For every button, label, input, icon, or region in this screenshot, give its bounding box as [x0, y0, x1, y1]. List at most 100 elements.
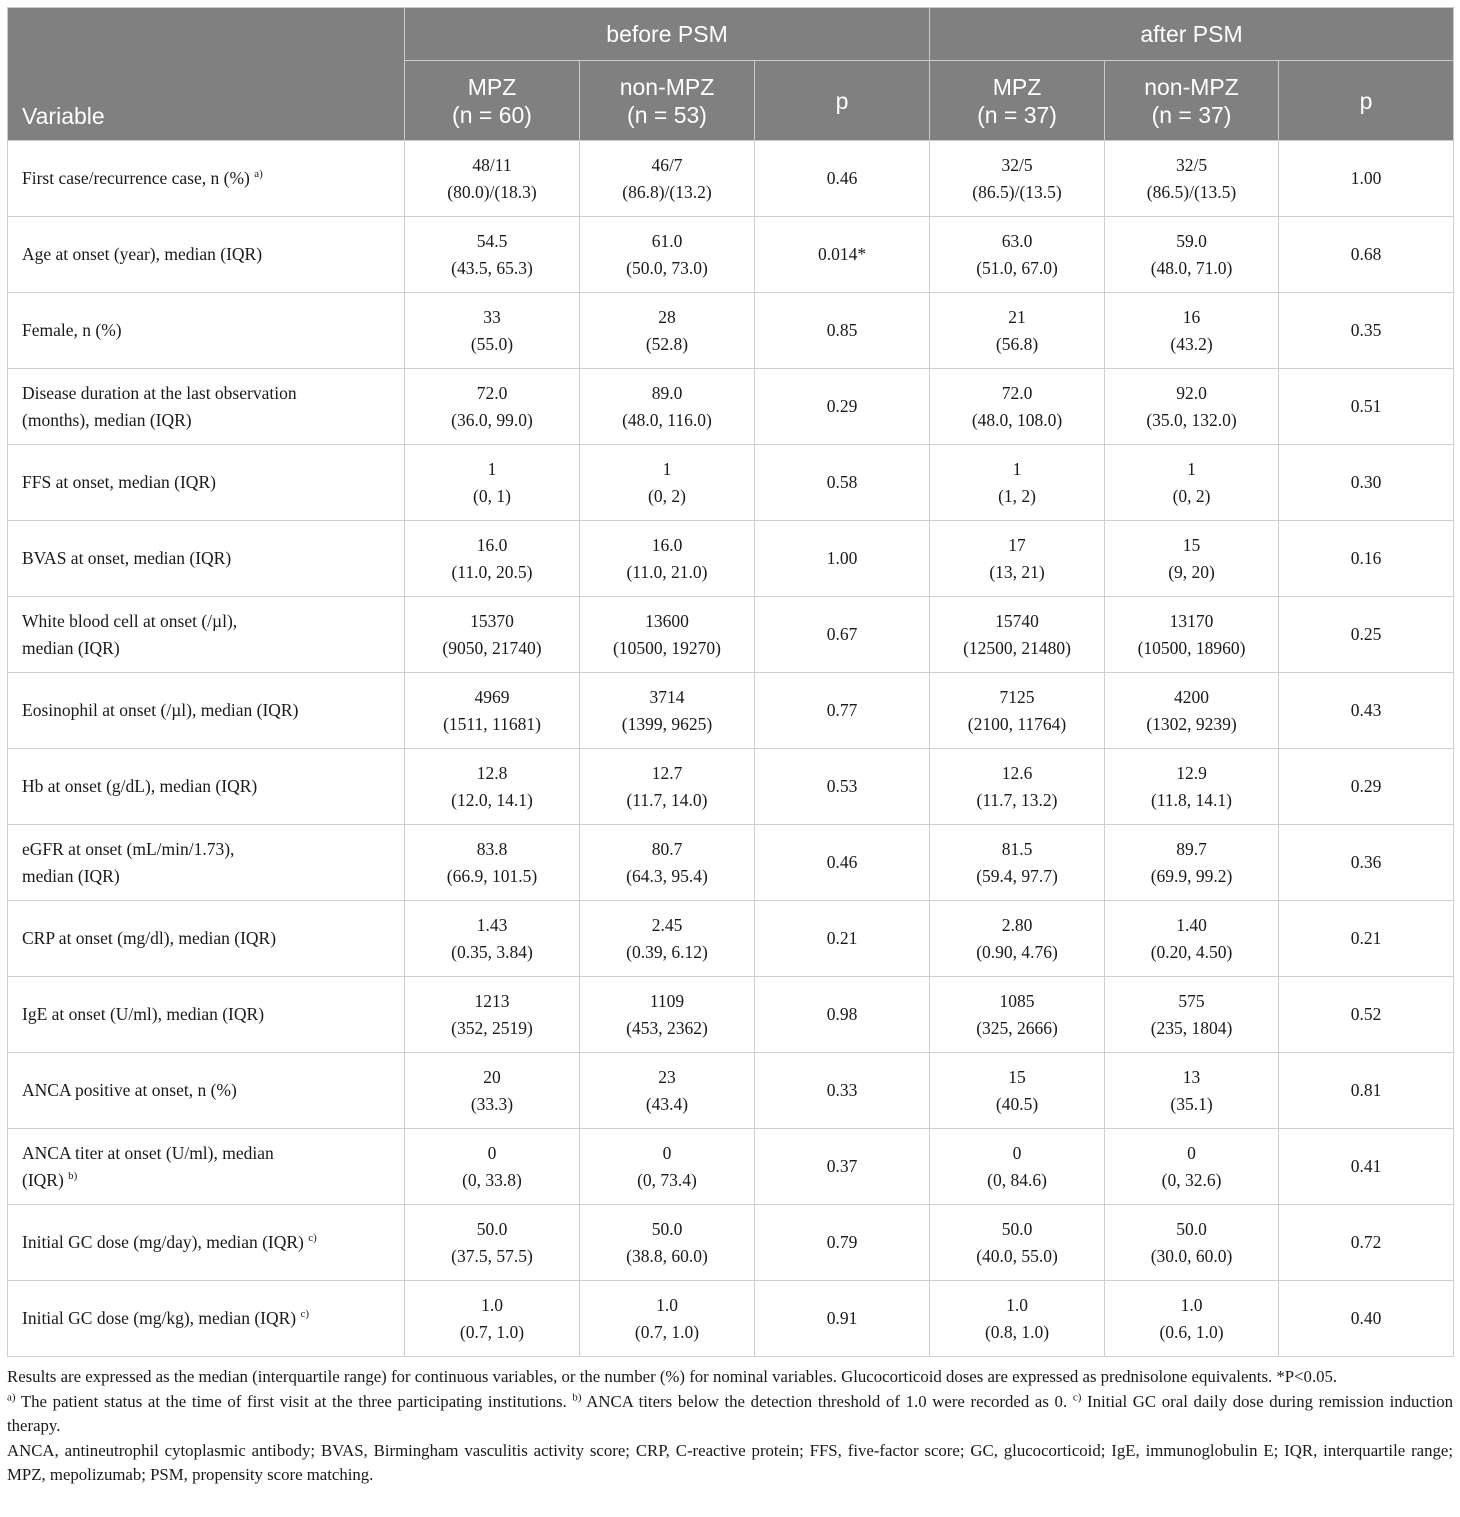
- table-container: Variable before PSM after PSM MPZ (n = 60…: [7, 7, 1455, 1357]
- row-label-line: Age at onset (year), median (IQR): [22, 244, 263, 264]
- cell-line: 0.29: [1350, 776, 1382, 796]
- table-cell-mpz-before: 15370 (9050, 21740): [404, 596, 580, 673]
- col-header-line: p: [1359, 87, 1373, 114]
- cell-line: (86.5)/(13.5): [972, 181, 1062, 202]
- table-cell-non-mpz-before: 23 (43.4): [579, 1052, 755, 1129]
- cell-line: 0.91: [826, 1308, 858, 1328]
- row-label-line: Initial GC dose (mg/day), median (IQR) c…: [22, 1229, 394, 1256]
- cell-line: 0.40: [1350, 1308, 1382, 1328]
- table-cell-mpz-after: 1085 (325, 2666): [929, 976, 1106, 1053]
- table-cell-non-mpz-after: 1 (0, 2): [1104, 444, 1280, 521]
- table-cell-non-mpz-after: 59.0 (48.0, 71.0): [1104, 216, 1280, 293]
- table-cell-non-mpz-after: 1.0 (0.6, 1.0): [1104, 1280, 1280, 1357]
- table-cell-p-after: 0.51: [1278, 368, 1455, 445]
- footnote-abbreviations: ANCA, antineutrophil cytoplasmic antibod…: [7, 1440, 1453, 1485]
- cell-line: 72.0: [476, 382, 508, 403]
- cell-line: 0.46: [826, 168, 858, 188]
- table-cell-p-before: 0.014*: [753, 216, 931, 293]
- row-label-line: ANCA titer at onset (U/ml), median: [22, 1142, 274, 1163]
- cell-line: (80.0)/(18.3): [447, 181, 537, 202]
- col-header-line: p: [835, 87, 849, 114]
- table-cell-mpz-after: 1 (1, 2): [929, 444, 1106, 521]
- group-header-after-psm: after PSM: [929, 7, 1455, 61]
- cell-line: (0.7, 1.0): [634, 1321, 700, 1342]
- row-label: ANCA positive at onset, n (%): [7, 1052, 405, 1129]
- row-label-line: White blood cell at onset (/µl),: [22, 610, 238, 631]
- table-cell-p-before: 0.67: [753, 596, 931, 673]
- cell-line: 89.0: [651, 382, 683, 403]
- table-cell-p-before: 0.46: [753, 140, 931, 217]
- cell-line: 81.5: [1001, 838, 1033, 859]
- cell-line: (12.0, 14.1): [451, 789, 533, 810]
- row-label-line: eGFR at onset (mL/min/1.73),: [22, 838, 235, 859]
- table-row: Initial GC dose (mg/kg), median (IQR) c)…: [7, 1280, 1455, 1357]
- col-header-non-mpz-after: non-MPZ (n = 37): [1104, 60, 1280, 141]
- cell-line: (1, 2): [998, 485, 1036, 506]
- table-cell-mpz-after: 15740 (12500, 21480): [929, 596, 1106, 673]
- cell-line: (40.5): [995, 1093, 1039, 1114]
- cell-line: 0.35: [1350, 320, 1382, 340]
- cell-line: (1511, 11681): [443, 713, 541, 734]
- row-label: Initial GC dose (mg/day), median (IQR) c…: [7, 1204, 405, 1281]
- col-header-line: non-MPZ: [1144, 73, 1239, 100]
- table-cell-mpz-after: 21 (56.8): [929, 292, 1106, 369]
- row-label-line: First case/recurrence case, n (%) a): [22, 165, 394, 192]
- col-header-line: (n = 37): [977, 101, 1057, 128]
- cell-line: 1: [1012, 458, 1022, 479]
- table-cell-mpz-before: 33 (55.0): [404, 292, 580, 369]
- cell-line: 4200: [1174, 686, 1210, 707]
- cell-line: 0: [487, 1142, 497, 1163]
- table-cell-mpz-before: 1 (0, 1): [404, 444, 580, 521]
- cell-line: 32/5: [1001, 154, 1033, 175]
- table-cell-non-mpz-after: 12.9 (11.8, 14.1): [1104, 748, 1280, 825]
- cell-line: 16.0: [476, 534, 508, 555]
- cell-line: (0, 32.6): [1161, 1169, 1222, 1190]
- table-cell-non-mpz-before: 46/7 (86.8)/(13.2): [579, 140, 755, 217]
- table-cell-mpz-before: 1213 (352, 2519): [404, 976, 580, 1053]
- cell-line: 28: [658, 306, 676, 327]
- table-cell-p-after: 0.16: [1278, 520, 1455, 597]
- data-table: Variable before PSM after PSM MPZ (n = 60…: [7, 7, 1455, 1357]
- cell-line: 0.85: [826, 320, 858, 340]
- cell-line: (0.8, 1.0): [984, 1321, 1050, 1342]
- cell-line: (30.0, 60.0): [1150, 1245, 1233, 1266]
- cell-line: 0.77: [826, 700, 858, 720]
- table-cell-mpz-after: 15 (40.5): [929, 1052, 1106, 1129]
- row-label-line: median (IQR): [22, 637, 120, 658]
- cell-line: (48.0, 116.0): [622, 409, 712, 430]
- table-cell-non-mpz-after: 15 (9, 20): [1104, 520, 1280, 597]
- cell-line: (1399, 9625): [621, 713, 713, 734]
- row-label-line: Eosinophil at onset (/µl), median (IQR): [22, 700, 299, 720]
- cell-line: 12.6: [1001, 762, 1033, 783]
- cell-line: 0: [662, 1142, 672, 1163]
- cell-line: 83.8: [476, 838, 508, 859]
- cell-line: 4969: [474, 686, 510, 707]
- cell-line: 0.33: [826, 1080, 858, 1100]
- cell-line: 89.7: [1176, 838, 1207, 859]
- row-label: IgE at onset (U/ml), median (IQR): [7, 976, 405, 1053]
- row-label-text: Initial GC dose (mg/kg), median (IQR): [22, 1308, 297, 1328]
- row-label: eGFR at onset (mL/min/1.73), median (IQR): [7, 824, 405, 901]
- table-row: White blood cell at onset (/µl), median (…: [7, 596, 1455, 673]
- cell-line: 92.0: [1176, 382, 1207, 403]
- footnote-a-text: The patient status at the time of first …: [15, 1391, 573, 1411]
- cell-line: (10500, 18960): [1137, 637, 1246, 658]
- footnote-marker: b): [68, 1169, 78, 1182]
- table-cell-mpz-before: 12.8 (12.0, 14.1): [404, 748, 580, 825]
- cell-line: (10500, 19270): [613, 637, 721, 658]
- cell-line: (86.8)/(13.2): [622, 181, 712, 202]
- cell-line: 2.45: [651, 914, 683, 935]
- footnote-marker: a): [254, 168, 263, 181]
- cell-line: 48/11: [472, 154, 512, 175]
- table-cell-mpz-before: 1.43 (0.35, 3.84): [404, 900, 580, 977]
- cell-line: (0.7, 1.0): [459, 1321, 525, 1342]
- table-cell-p-after: 0.52: [1278, 976, 1455, 1053]
- table-cell-p-before: 0.77: [753, 672, 931, 749]
- cell-line: 0.014*: [817, 244, 867, 264]
- table-cell-mpz-before: 50.0 (37.5, 57.5): [404, 1204, 580, 1281]
- table-cell-mpz-after: 63.0 (51.0, 67.0): [929, 216, 1106, 293]
- table-cell-p-after: 0.72: [1278, 1204, 1455, 1281]
- table-cell-mpz-after: 2.80 (0.90, 4.76): [929, 900, 1106, 977]
- table-cell-non-mpz-after: 0 (0, 32.6): [1104, 1128, 1280, 1205]
- table-cell-non-mpz-after: 1.40 (0.20, 4.50): [1104, 900, 1280, 977]
